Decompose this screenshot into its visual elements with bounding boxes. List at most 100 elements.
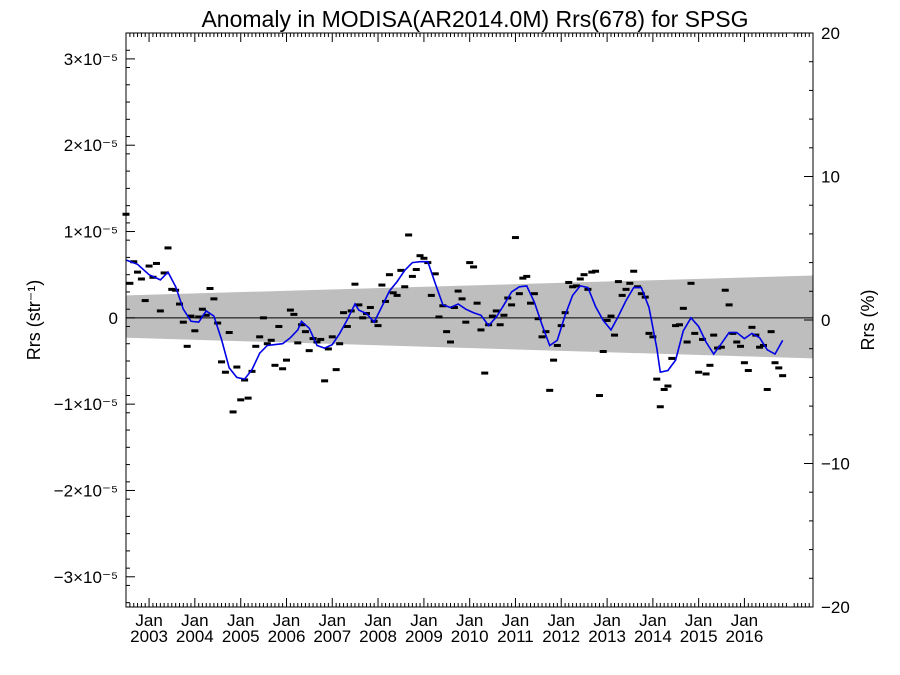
data-point-134 [634, 285, 642, 289]
x-tick-month-12: Jan [685, 611, 712, 630]
data-point-168 [763, 387, 771, 391]
x-tick-month-11: Jan [639, 611, 666, 630]
x-tick-month-3: Jan [273, 611, 300, 630]
data-point-130 [618, 293, 626, 297]
data-point-170 [771, 361, 779, 365]
data-point-52 [321, 379, 329, 383]
right-tick-label-2: 0 [821, 311, 830, 330]
data-point-71 [393, 293, 401, 297]
data-point-98 [496, 323, 504, 327]
data-point-38 [267, 338, 275, 342]
data-point-1 [126, 281, 134, 285]
data-point-87 [454, 289, 462, 293]
data-point-54 [328, 335, 336, 339]
data-point-39 [271, 363, 279, 367]
data-point-8 [152, 261, 160, 265]
data-point-143 [668, 356, 676, 360]
data-point-92 [473, 301, 481, 305]
data-point-70 [389, 291, 397, 295]
data-point-68 [382, 299, 390, 303]
right-tick-label-1: 10 [821, 168, 840, 187]
data-point-10 [160, 271, 168, 275]
data-point-29 [233, 365, 241, 369]
data-point-113 [553, 343, 561, 347]
data-point-72 [397, 268, 405, 272]
uncertainty-band [126, 275, 813, 359]
data-point-135 [637, 292, 645, 296]
data-point-82 [435, 315, 443, 319]
data-point-163 [744, 368, 752, 372]
data-point-89 [462, 320, 470, 324]
data-point-34 [252, 344, 260, 348]
x-tick-year-9: 2012 [542, 627, 580, 646]
data-point-46 [298, 323, 306, 327]
data-point-148 [687, 281, 695, 285]
x-tick-year-2: 2005 [222, 627, 260, 646]
data-point-138 [649, 335, 657, 339]
data-point-147 [683, 340, 691, 344]
right-axis-label: Rrs (%) [858, 290, 878, 351]
data-point-25 [218, 360, 226, 364]
data-point-117 [569, 285, 577, 289]
x-tick-year-12: 2015 [680, 627, 718, 646]
data-point-120 [580, 273, 588, 277]
data-point-94 [481, 371, 489, 375]
left-tick-label-0: 3×10⁻⁵ [64, 50, 118, 69]
data-point-81 [431, 272, 439, 276]
data-point-126 [603, 318, 611, 322]
data-point-131 [622, 287, 630, 291]
data-point-44 [290, 312, 298, 316]
data-point-169 [767, 330, 775, 334]
data-point-74 [405, 233, 413, 237]
data-point-108 [534, 317, 542, 321]
data-point-9 [156, 309, 164, 313]
data-point-75 [408, 274, 416, 278]
data-point-99 [500, 313, 508, 317]
data-point-156 [717, 345, 725, 349]
data-point-154 [710, 333, 718, 337]
x-axis: Jan2003Jan2004Jan2005Jan2006Jan2007Jan20… [125, 33, 814, 646]
x-tick-year-4: 2007 [313, 627, 351, 646]
left-axis: 3×10⁻⁵ 2×10⁻⁵ 1×10⁻⁵ 0 −1×10⁻⁵ −2×10⁻⁵ −3×10⁻⁵ [54, 49, 135, 604]
data-point-140 [656, 405, 664, 409]
data-point-146 [679, 306, 687, 310]
data-point-56 [336, 342, 344, 346]
right-tick-label-0: 20 [821, 24, 840, 43]
data-point-139 [653, 377, 661, 381]
data-point-162 [740, 361, 748, 365]
data-point-5 [141, 299, 149, 303]
data-point-167 [759, 343, 767, 347]
data-point-23 [210, 297, 218, 301]
data-point-16 [183, 344, 191, 348]
x-tick-year-7: 2010 [451, 627, 489, 646]
data-point-84 [443, 330, 451, 334]
right-tick-label-3: −10 [821, 455, 850, 474]
x-tick-month-4: Jan [319, 611, 346, 630]
data-point-110 [542, 330, 550, 334]
data-point-6 [145, 264, 153, 268]
data-point-55 [332, 368, 340, 372]
right-tick-label-4: −20 [821, 598, 850, 617]
data-point-141 [660, 387, 668, 391]
data-point-51 [317, 337, 325, 341]
x-tick-year-10: 2013 [588, 627, 626, 646]
data-point-77 [416, 254, 424, 258]
data-point-128 [611, 333, 619, 337]
left-tick-label-1: 2×10⁻⁵ [64, 136, 118, 155]
data-point-111 [546, 388, 554, 392]
data-point-30 [237, 398, 245, 402]
data-point-164 [748, 325, 756, 329]
left-tick-label-5: −2×10⁻⁵ [54, 481, 118, 500]
data-point-48 [305, 349, 313, 353]
data-point-35 [256, 335, 264, 339]
data-point-172 [779, 374, 787, 378]
data-point-112 [550, 358, 558, 362]
data-point-50 [313, 340, 321, 344]
data-point-13 [172, 288, 180, 292]
data-point-60 [351, 282, 359, 286]
data-point-153 [706, 363, 714, 367]
data-point-45 [294, 341, 302, 345]
data-point-66 [374, 324, 382, 328]
smoothed-line [125, 259, 784, 380]
